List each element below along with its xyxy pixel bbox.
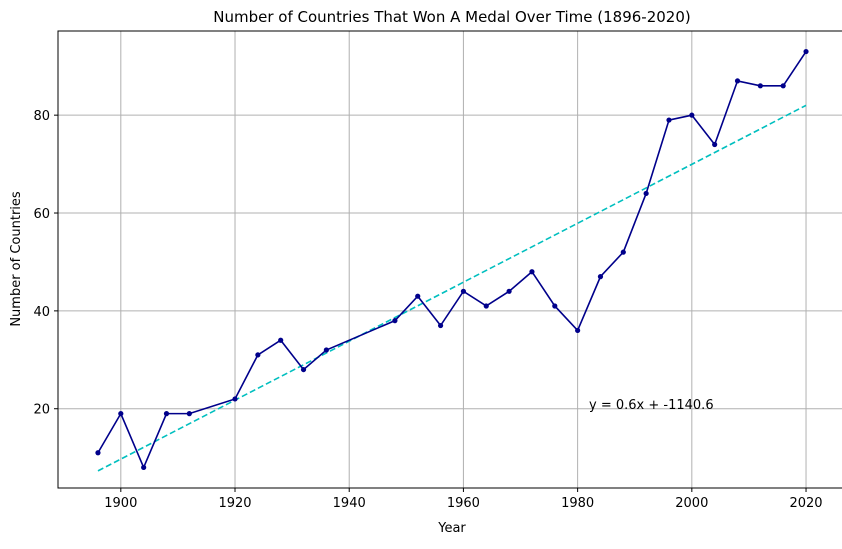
x-tick-label: 2020 [789,496,822,511]
data-point [255,352,261,358]
data-point [529,269,535,275]
series-group [95,48,809,471]
grid-lines [58,31,842,488]
x-tick-label: 2000 [675,496,708,511]
data-point [95,450,101,456]
data-point [392,318,398,324]
data-point [666,117,672,123]
x-tick-label: 1960 [447,496,480,511]
data-point [415,293,421,299]
data-point [141,464,147,471]
trendline [97,104,807,472]
data-point [712,141,718,148]
data-point [460,288,467,294]
data-point [597,274,604,280]
data-point [689,112,695,118]
y-axis-label: Number of Countries [9,191,24,327]
data-point [163,411,170,417]
data-point [300,366,307,373]
data-point [232,396,238,402]
trendline-group [97,104,807,472]
y-tick-label: 60 [33,207,50,222]
y-tick-label: 40 [33,305,50,320]
data-point [323,347,329,353]
y-tick-label: 80 [33,109,50,124]
chart-title: Number of Countries That Won A Medal Ove… [213,8,691,26]
data-point [186,411,192,417]
data-point [734,78,741,84]
data-point [643,190,649,197]
x-tick-label: 1920 [218,496,251,511]
x-axis-label: Year [437,521,466,536]
data-point [483,303,489,309]
y-tick-label: 20 [33,403,50,418]
x-tick-label: 1980 [561,496,594,511]
data-point [620,249,626,255]
regression-equation-annotation: y = 0.6x + -1140.6 [589,398,714,413]
data-point [780,83,786,89]
data-point [757,83,763,89]
data-point [803,48,809,55]
x-tick-label: 1940 [333,496,366,511]
x-tick-label: 1900 [104,496,137,511]
data-point [575,327,581,334]
data-point [437,322,444,329]
data-point [118,411,124,417]
plot-frame [57,30,842,489]
data-point [552,303,558,309]
data-point [278,337,284,343]
data-point [506,288,512,294]
